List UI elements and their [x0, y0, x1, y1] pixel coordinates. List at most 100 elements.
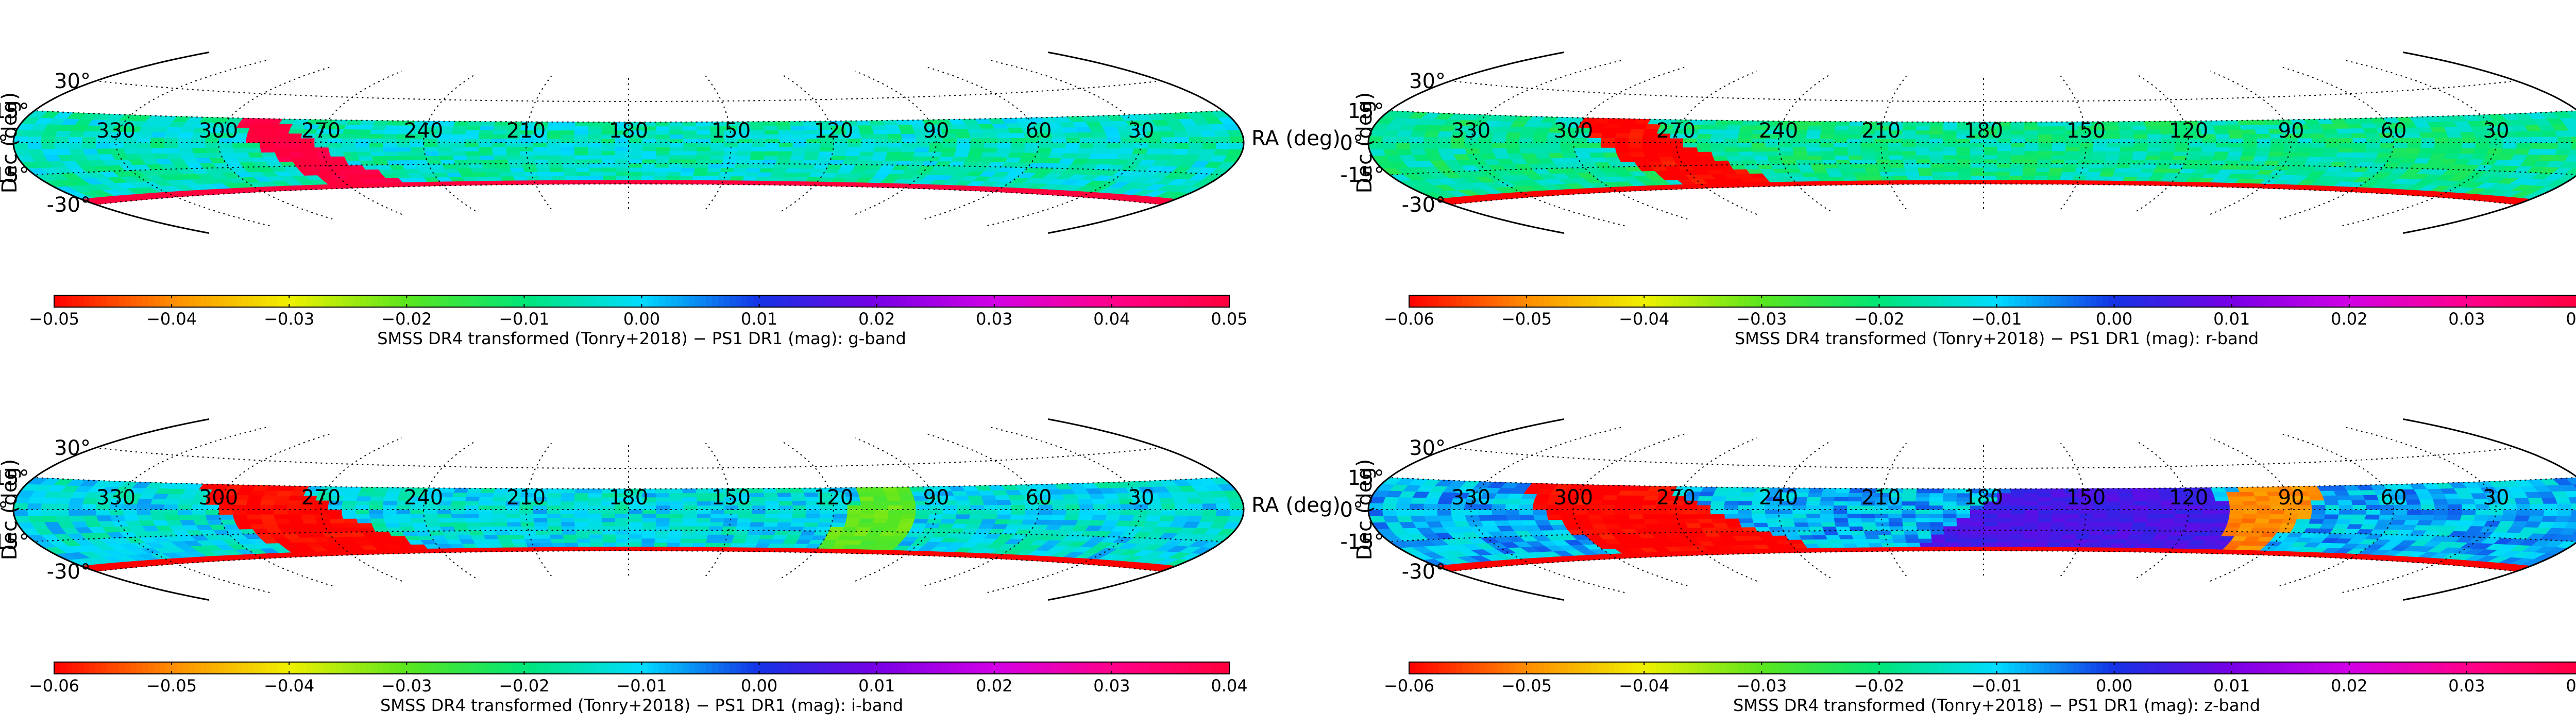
colorbar-segment	[1597, 295, 1603, 307]
colorbar-segment	[248, 662, 255, 674]
heatmap-cell	[655, 146, 670, 151]
heatmap-cell	[438, 522, 454, 527]
heatmap-cell	[830, 522, 846, 528]
colorbar-segment	[77, 295, 84, 307]
heatmap-cell	[710, 513, 725, 518]
colorbar-segment	[1206, 662, 1212, 674]
heatmap-cell	[668, 521, 683, 527]
heatmap-cell	[2310, 147, 2326, 153]
heatmap-cell	[2201, 142, 2216, 147]
heatmap-cell	[695, 526, 710, 531]
heatmap-cell	[341, 509, 356, 515]
colorbar-segment	[60, 295, 66, 307]
colorbar-segment	[2449, 295, 2455, 307]
colorbar-segment	[2267, 295, 2274, 307]
heatmap-cell	[423, 146, 438, 152]
colorbar-segment	[1943, 295, 1950, 307]
colorbar-segment	[788, 662, 795, 674]
heatmap-cell	[563, 538, 578, 543]
heatmap-cell	[668, 155, 683, 160]
heatmap-cell	[1929, 126, 1944, 131]
heatmap-cell	[2143, 159, 2159, 164]
heatmap-cell	[749, 521, 765, 527]
heatmap-cell	[762, 125, 778, 130]
colorbar-tick-label: −0.01	[499, 309, 549, 329]
colorbar-segment	[1996, 295, 2003, 307]
heatmap-cell	[41, 130, 58, 137]
heatmap-cell	[2362, 152, 2379, 158]
heatmap-cell	[521, 530, 537, 535]
colorbar-segment	[1979, 295, 1986, 307]
heatmap-cell	[860, 142, 875, 148]
heatmap-cell	[512, 543, 528, 548]
colorbar-segment	[395, 295, 401, 307]
heatmap-cell	[2212, 125, 2228, 130]
colorbar-segment	[541, 662, 548, 674]
heatmap-cell	[382, 504, 397, 510]
heatmap-cell	[1213, 148, 1230, 156]
heatmap-cell	[655, 122, 669, 127]
heatmap-cell	[683, 509, 698, 514]
colorbar-segment	[835, 295, 842, 307]
heatmap-cell	[1077, 499, 1093, 505]
heatmap-cell	[970, 142, 985, 148]
colorbar-segment	[2008, 295, 2015, 307]
heatmap-cell	[587, 505, 602, 510]
heatmap-cell	[1867, 176, 1883, 181]
heatmap-cell	[804, 151, 820, 156]
heatmap-cell	[750, 517, 765, 522]
colorbar-tick-label: 0.05	[1211, 309, 1247, 329]
heatmap-cell	[68, 497, 85, 504]
heatmap-cell	[1050, 499, 1066, 505]
heatmap-cell	[330, 522, 347, 528]
heatmap-cell	[1724, 151, 1740, 157]
colorbar-tick-label: 0.02	[858, 309, 895, 329]
colorbar-segment	[730, 662, 736, 674]
colorbar-segment	[124, 662, 131, 674]
heatmap-cell	[1628, 133, 1643, 139]
heatmap-cell	[792, 138, 807, 143]
heatmap-cell	[55, 515, 72, 522]
heatmap-cell	[2242, 133, 2257, 139]
heatmap-cell	[560, 521, 575, 527]
heatmap-cell	[818, 151, 834, 156]
heatmap-cell	[286, 138, 301, 143]
heatmap-cell	[2418, 132, 2435, 138]
colorbar-segment	[647, 295, 654, 307]
heatmap-cell	[655, 493, 670, 498]
colorbar-segment	[2026, 295, 2032, 307]
colorbar-segment	[900, 295, 907, 307]
heatmap-cell	[218, 509, 233, 515]
heatmap-cell	[884, 522, 900, 528]
heatmap-cell	[1983, 167, 1997, 172]
heatmap-cell	[2050, 122, 2065, 127]
colorbar-segment	[953, 295, 959, 307]
colorbar-segment	[712, 295, 719, 307]
colorbar-segment	[77, 662, 84, 674]
heatmap-cell	[655, 126, 670, 131]
heatmap-cell	[1696, 138, 1711, 143]
heatmap-cell	[873, 133, 889, 139]
heatmap-cell	[858, 496, 874, 501]
colorbar-segment	[2131, 295, 2138, 307]
heatmap-cell	[1423, 148, 1440, 155]
heatmap-cell	[782, 172, 799, 177]
heatmap-cell	[1944, 175, 1959, 180]
heatmap-cell	[2045, 179, 2060, 184]
heatmap-cell	[1697, 151, 1713, 157]
heatmap-cell	[616, 546, 629, 551]
heatmap-cell	[2338, 138, 2353, 143]
heatmap-cell	[1010, 504, 1025, 510]
heatmap-cell	[2020, 546, 2035, 551]
heatmap-cell	[1723, 147, 1739, 152]
heatmap-cell	[642, 142, 656, 147]
heatmap-cell	[466, 121, 482, 126]
panel-g-band: 33030027024021018015012090603030°15°0°-1…	[0, 52, 1341, 348]
heatmap-cell	[750, 497, 765, 502]
heatmap-cell	[709, 150, 724, 156]
colorbar-segment	[330, 295, 337, 307]
colorbar-segment	[1023, 662, 1030, 674]
heatmap-cell	[273, 142, 287, 148]
heatmap-cell	[887, 514, 902, 519]
